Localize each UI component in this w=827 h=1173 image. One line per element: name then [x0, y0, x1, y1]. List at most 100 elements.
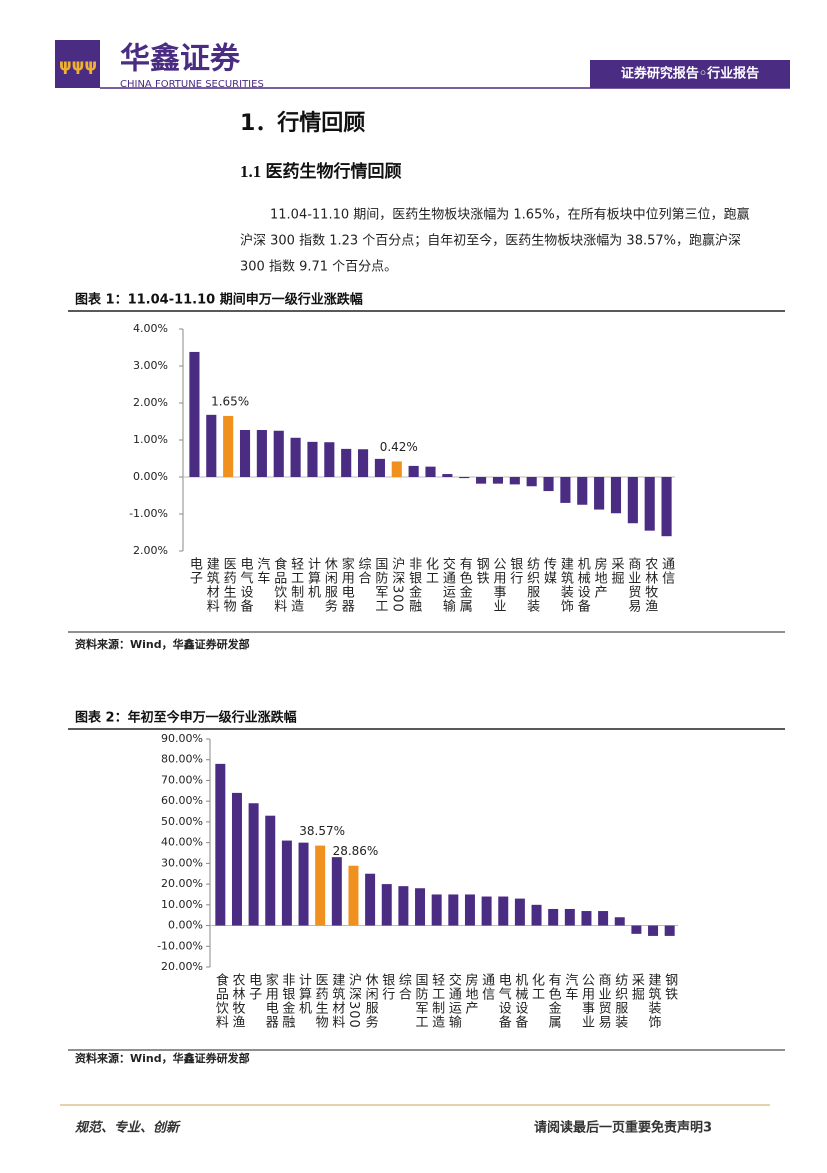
footer-motto: 规范、专业、创新: [74, 1120, 181, 1136]
y-tick-label: -1.00%: [129, 507, 168, 520]
data-label: 1.65%: [211, 394, 249, 408]
x-tick-label: 商业贸易: [596, 973, 612, 1029]
bar: [189, 351, 200, 477]
bar: [577, 477, 588, 505]
bar: [357, 449, 369, 477]
bar: [408, 465, 419, 477]
logo-mark: [55, 40, 100, 88]
bar: [315, 845, 326, 926]
data-label: 28.86%: [333, 844, 379, 858]
x-tick-label: 电气设备: [238, 557, 254, 613]
x-tick-label: 建筑材料: [204, 557, 220, 613]
bar: [614, 917, 625, 926]
y-tick-label: 1.00%: [133, 433, 168, 446]
bar: [560, 477, 571, 503]
y-tick-label: 60.00%: [161, 794, 203, 807]
bar: [459, 477, 470, 479]
report-type: 证券研究报告◦行业报告: [621, 66, 759, 82]
bar: [594, 477, 605, 510]
paragraph-line: 沪深 300 指数 1.23 个百分点；自年初至今，医药生物板块涨幅为 38.5…: [240, 233, 741, 249]
x-tick-label: 综合: [356, 557, 372, 585]
x-tick-label: 休闲服务: [363, 973, 379, 1029]
bar: [476, 477, 487, 484]
y-tick-label: 2.00%: [133, 544, 168, 557]
bar: [348, 865, 359, 926]
footer-disclaimer: 请阅读最后一页重要免责声明3: [534, 1120, 712, 1136]
report-tag: [590, 60, 790, 88]
heading: 1．行情回顾: [240, 110, 365, 136]
x-tick-label: 沪深300: [346, 972, 362, 1028]
bar: [661, 477, 672, 537]
y-tick-label: 20.00%: [161, 877, 203, 890]
x-tick-label: 纺织服装: [524, 557, 540, 613]
x-tick-label: 建筑材料: [329, 973, 345, 1029]
y-tick-label: 90.00%: [161, 732, 203, 745]
bar: [265, 815, 276, 926]
bar: [223, 415, 234, 477]
x-tick-label: 房地产: [462, 972, 478, 1015]
bar: [631, 925, 642, 934]
y-tick-label: 80.00%: [161, 753, 203, 766]
bar: [548, 908, 559, 926]
bar: [509, 477, 520, 485]
x-tick-label: 钢铁: [662, 973, 678, 1001]
x-tick-label: 医药生物: [221, 557, 237, 613]
x-tick-label: 家用电器: [263, 972, 279, 1029]
x-tick-label: 计算机: [296, 973, 312, 1015]
bar: [391, 461, 402, 477]
bar: [290, 437, 301, 477]
bar: [481, 896, 492, 926]
bar: [543, 477, 554, 492]
bar: [531, 904, 542, 926]
bar: [298, 842, 309, 926]
x-tick-label: 化工: [529, 973, 545, 1001]
x-tick-label: 有色金属: [546, 973, 562, 1029]
bar: [256, 430, 267, 477]
y-tick-label: 40.00%: [161, 836, 203, 849]
y-tick-label: 70.00%: [161, 773, 203, 786]
bar: [526, 477, 537, 487]
y-tick-label: 0.00%: [133, 470, 168, 483]
bar: [464, 894, 475, 926]
x-tick-label: 非银金融: [279, 973, 295, 1029]
x-tick-label: 非银金融: [406, 557, 422, 613]
y-tick-label: 3.00%: [133, 359, 168, 372]
x-tick-label: 轻工制造: [429, 973, 445, 1029]
x-tick-label: 化工: [423, 557, 439, 585]
bar: [324, 442, 335, 477]
bar: [442, 474, 453, 477]
x-tick-label: 机械设备: [512, 973, 528, 1029]
x-tick-label: 综合: [396, 973, 412, 1001]
x-tick-label: 医药生物: [313, 973, 329, 1029]
bar: [206, 414, 217, 477]
logo-icon: ψψψ: [59, 56, 97, 75]
bar: [215, 763, 226, 926]
subheading: 1.1 医药生物行情回顾: [240, 161, 402, 181]
bar: [331, 857, 342, 926]
bar: [273, 430, 284, 477]
x-tick-label: 传媒: [541, 557, 557, 585]
bar: [398, 886, 409, 926]
paragraph-line: 11.04-11.10 期间，医药生物板块涨幅为 1.65%，在所有板块中位列第…: [270, 207, 750, 223]
bar: [664, 925, 675, 936]
x-tick-label: 电子: [246, 973, 262, 1001]
x-tick-label: 家用电器: [339, 556, 355, 613]
x-tick-label: 国防军工: [413, 973, 429, 1029]
x-tick-label: 食品饮料: [271, 556, 287, 613]
x-tick-label: 农林牧渔: [229, 973, 245, 1029]
bar: [627, 477, 638, 524]
x-tick-label: 农林牧渔: [642, 557, 658, 613]
bar: [281, 840, 292, 926]
bar: [598, 911, 609, 926]
x-tick-label: 汽车: [254, 557, 270, 585]
bar: [448, 894, 459, 926]
bar: [248, 803, 259, 926]
x-tick-label: 沪深300: [389, 556, 405, 612]
x-tick-label: 采掘: [608, 557, 624, 585]
x-tick-label: 电子: [187, 557, 203, 585]
x-tick-label: 电气设备: [496, 973, 512, 1029]
x-tick-label: 机械设备: [575, 557, 591, 613]
chart-title: 图表 2：年初至今申万一级行业涨跌幅: [75, 710, 297, 726]
y-tick-label: 10.00%: [161, 898, 203, 911]
